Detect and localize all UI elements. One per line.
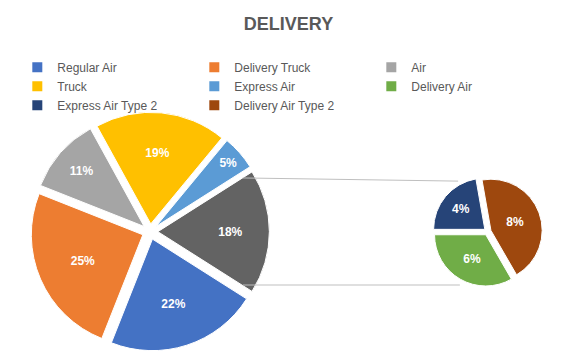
svg-text:8%: 8% — [506, 215, 524, 229]
svg-text:19%: 19% — [145, 146, 169, 160]
svg-text:5%: 5% — [219, 156, 237, 170]
svg-text:Delivery Truck: Delivery Truck — [234, 61, 311, 75]
svg-text:Express Air: Express Air — [234, 80, 295, 94]
svg-text:Regular Air: Regular Air — [57, 61, 116, 75]
svg-text:Delivery Air: Delivery Air — [411, 80, 472, 94]
svg-text:Air: Air — [411, 61, 426, 75]
svg-text:6%: 6% — [463, 252, 481, 266]
svg-text:DELIVERY: DELIVERY — [244, 14, 333, 34]
svg-text:18%: 18% — [218, 225, 242, 239]
svg-text:Truck: Truck — [57, 80, 88, 94]
svg-text:25%: 25% — [71, 254, 95, 268]
svg-text:4%: 4% — [452, 202, 470, 216]
svg-text:Express Air Type 2: Express Air Type 2 — [57, 99, 157, 113]
svg-text:11%: 11% — [70, 164, 94, 178]
svg-text:22%: 22% — [161, 297, 185, 311]
svg-text:Delivery Air Type 2: Delivery Air Type 2 — [234, 99, 334, 113]
